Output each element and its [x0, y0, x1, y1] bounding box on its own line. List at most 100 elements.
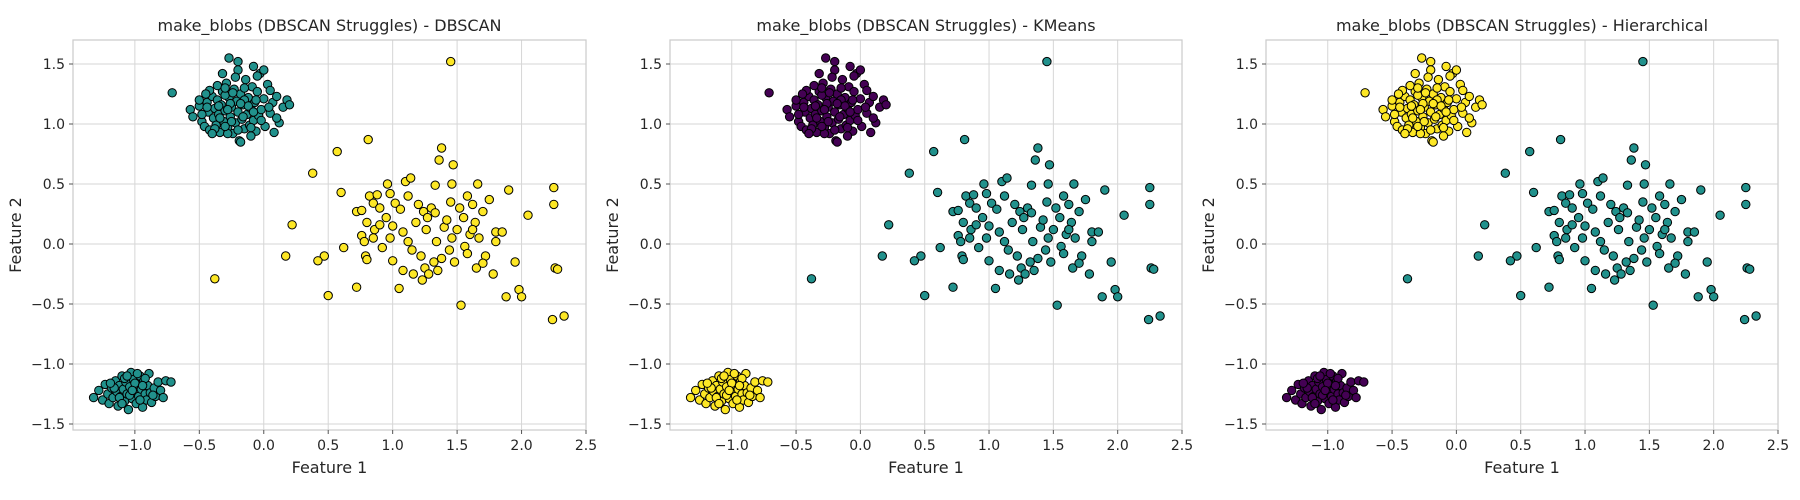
data-point [979, 179, 989, 189]
data-point [1030, 155, 1041, 165]
data-point [1599, 245, 1610, 255]
x-tick-label: 0.5 [1510, 438, 1532, 454]
scatter-points [88, 53, 569, 415]
data-point [981, 233, 992, 243]
data-point [1393, 89, 1404, 99]
data-point [1598, 173, 1608, 183]
data-point [832, 137, 842, 147]
data-point [958, 254, 968, 265]
data-point [1629, 143, 1639, 153]
data-point [201, 89, 211, 99]
data-point [1561, 198, 1571, 208]
data-point [1046, 257, 1056, 267]
data-point [1328, 395, 1338, 405]
data-point [429, 257, 439, 267]
data-point [1410, 68, 1420, 79]
data-point [959, 134, 970, 145]
data-point [968, 190, 979, 200]
data-point [230, 72, 241, 82]
data-point [1689, 227, 1700, 237]
data-point [1696, 185, 1706, 195]
data-point [1609, 275, 1620, 285]
data-point [1739, 314, 1750, 325]
data-point [413, 199, 424, 210]
data-point [1693, 292, 1703, 302]
data-point [1613, 224, 1624, 235]
data-point [1647, 203, 1657, 213]
data-point [1600, 269, 1611, 279]
x-tick-label: −1.0 [1311, 438, 1345, 454]
data-point [1639, 179, 1649, 189]
data-point [1624, 236, 1634, 247]
y-tick-label: −1.0 [1224, 357, 1258, 373]
data-point [214, 101, 224, 111]
data-point [884, 220, 894, 230]
data-point [685, 392, 696, 403]
data-point [1341, 390, 1351, 400]
data-point [1444, 95, 1454, 105]
data-point [764, 88, 774, 98]
data-point [1007, 217, 1017, 228]
y-tick-label: 1.5 [43, 57, 65, 73]
data-point [1564, 190, 1575, 200]
data-point [1043, 179, 1053, 189]
data-point [246, 122, 256, 133]
data-point [750, 377, 760, 387]
data-point [448, 160, 458, 170]
data-point [1590, 227, 1601, 237]
data-point [215, 113, 225, 123]
data-point [446, 197, 456, 207]
data-point [1395, 102, 1405, 112]
data-point [1026, 208, 1037, 218]
y-axis-label: Feature 2 [603, 197, 622, 273]
data-point [1359, 377, 1369, 387]
data-point [264, 102, 274, 112]
data-point [1615, 212, 1625, 223]
data-point [909, 256, 920, 266]
data-point [1654, 191, 1665, 201]
data-point [491, 236, 501, 247]
data-point [375, 220, 385, 230]
data-point [1405, 80, 1415, 91]
data-point [207, 128, 217, 139]
x-tick-label: 2.0 [1703, 438, 1725, 454]
y-tick-label: 1.0 [1236, 117, 1258, 133]
data-point [1621, 257, 1631, 267]
data-point [1665, 179, 1675, 189]
data-point [1074, 258, 1084, 268]
y-tick-label: 0.5 [43, 177, 65, 193]
x-tick-label: 1.0 [978, 438, 1000, 454]
data-point [1087, 236, 1097, 247]
data-point [1639, 233, 1649, 243]
y-tick-label: −1.5 [628, 417, 662, 433]
data-point [1020, 269, 1030, 279]
data-point [1528, 187, 1539, 198]
data-point [394, 283, 404, 294]
data-point [965, 198, 975, 208]
x-tick-label: 2.5 [575, 438, 597, 454]
data-point [784, 112, 795, 122]
data-point [422, 212, 433, 223]
data-point [1068, 263, 1078, 273]
subplot-kmeans: −1.0 −0.5 0.0 0.5 1.0 1.5 2.0 2.5 −1.5 −1.0 −0.5 0.… [603, 16, 1193, 477]
data-point [403, 236, 413, 247]
data-point [313, 256, 323, 266]
data-point [1577, 233, 1588, 243]
data-point [233, 125, 243, 135]
data-point [1012, 251, 1022, 261]
data-point [965, 233, 975, 243]
data-point [259, 65, 269, 75]
data-point [217, 68, 228, 79]
data-point [1709, 292, 1719, 302]
x-tick-label: −0.5 [182, 438, 216, 454]
data-point [516, 292, 527, 302]
data-point [1149, 264, 1159, 274]
data-point [433, 265, 443, 276]
x-tick-label: −1.0 [715, 438, 749, 454]
data-point [1438, 131, 1449, 141]
data-point [1069, 179, 1079, 189]
data-point [1451, 94, 1462, 104]
data-point [953, 205, 963, 216]
data-point [860, 102, 871, 112]
y-tick-label: 0.5 [640, 177, 662, 193]
